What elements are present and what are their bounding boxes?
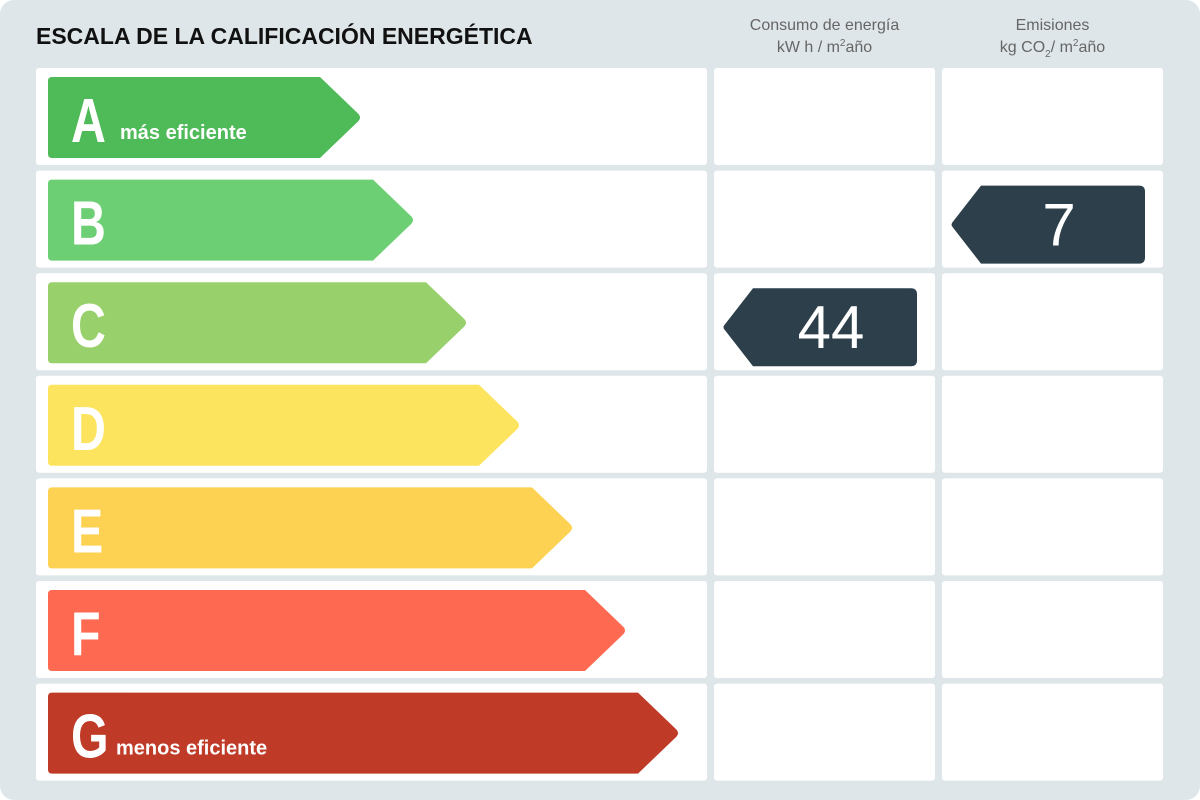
- rating-arrow: [48, 692, 678, 774]
- column-unit: kW h / m2año: [777, 38, 872, 56]
- cell: [942, 683, 1163, 781]
- rating-letter: A: [71, 86, 106, 155]
- indicator-value: 7: [1042, 192, 1075, 259]
- cell: [714, 683, 935, 781]
- rating-arrow: [48, 282, 466, 364]
- unit-part: kW h / m: [777, 39, 840, 56]
- rating-arrow: [48, 77, 360, 158]
- cell: [942, 478, 1163, 576]
- rating-letter: E: [71, 497, 103, 566]
- rating-arrow: [48, 179, 413, 261]
- cell: [714, 478, 935, 576]
- unit-part: 2: [1073, 38, 1079, 49]
- rating-letter: C: [71, 291, 106, 360]
- rating-letter: D: [71, 394, 106, 463]
- unit-part: 2: [1045, 49, 1051, 60]
- cell: [714, 375, 935, 473]
- unit-part: año: [1078, 39, 1105, 56]
- unit-part: 2: [840, 38, 846, 49]
- rating-note: más eficiente: [120, 122, 247, 144]
- column-header: Emisiones: [1016, 17, 1090, 34]
- unit-part: / m: [1051, 39, 1073, 56]
- cell: [714, 68, 935, 165]
- rating-arrow: [48, 384, 519, 466]
- cell: [942, 273, 1163, 371]
- column-header: Consumo de energía: [750, 17, 900, 34]
- cell: [942, 581, 1163, 678]
- unit-part: kg CO: [1000, 39, 1045, 56]
- rating-letter: B: [71, 189, 106, 258]
- rating-arrow: [48, 590, 625, 671]
- title: ESCALA DE LA CALIFICACIÓN ENERGÉTICA: [36, 22, 533, 49]
- cell: [942, 375, 1163, 473]
- indicator-value: 44: [798, 294, 865, 361]
- cell: [714, 170, 935, 268]
- rating-arrow: [48, 487, 572, 569]
- column-unit: kg CO2/ m2año: [1000, 38, 1105, 60]
- rating-note: menos eficiente: [116, 738, 267, 760]
- rating-letter: F: [71, 599, 101, 668]
- cell: [942, 68, 1163, 165]
- rating-indicator: [951, 185, 1145, 264]
- rating-indicator: [723, 288, 917, 367]
- rating-letter: G: [71, 702, 109, 771]
- unit-part: año: [845, 39, 872, 56]
- cell: [714, 581, 935, 678]
